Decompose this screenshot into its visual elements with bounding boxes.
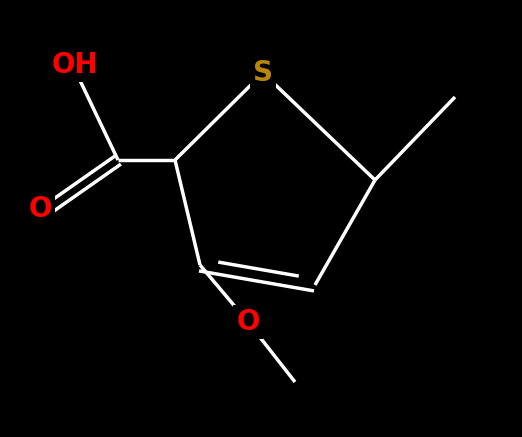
Text: S: S [253,59,273,87]
Text: O: O [28,195,52,223]
Text: O: O [236,308,260,336]
Text: OH: OH [52,51,98,79]
